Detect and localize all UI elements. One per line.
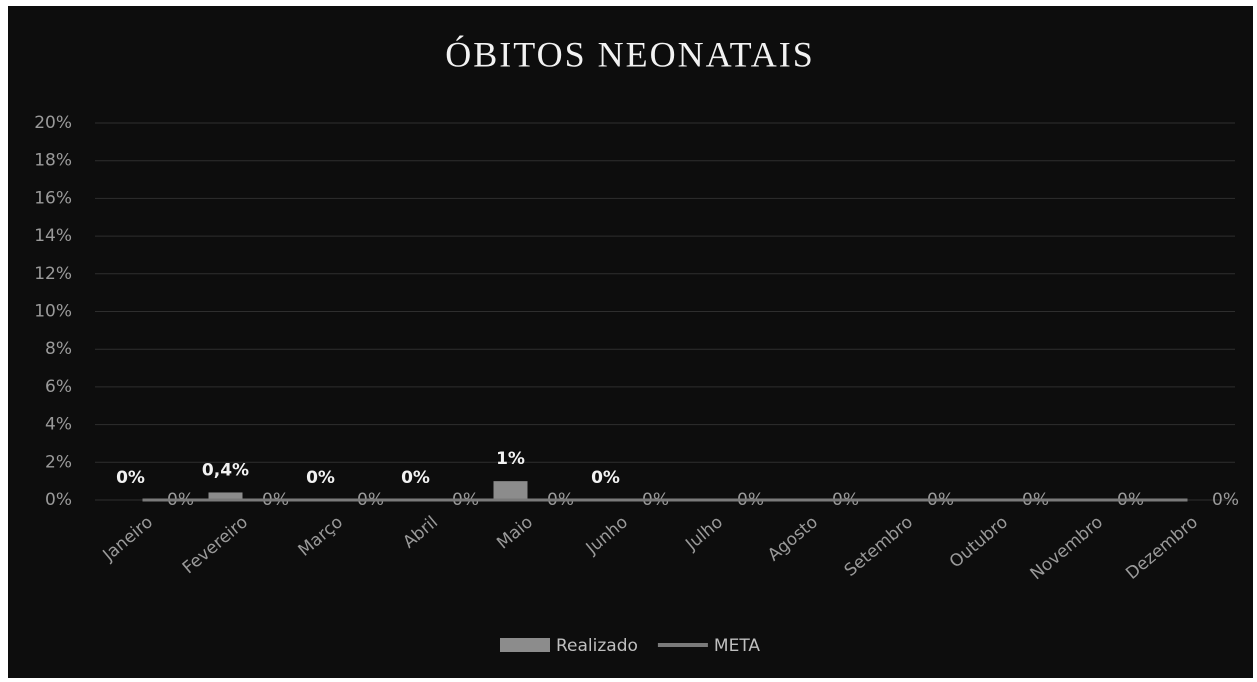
y-tick-label: 12% [34,264,72,284]
line-value-label: 0% [1212,490,1239,510]
y-tick-label: 18% [34,151,72,171]
bar-value-label: 0,4% [202,460,249,480]
legend-label: Realizado [556,636,638,656]
bar [208,492,243,500]
y-tick-label: 0% [45,490,72,510]
bar-value-label: 0% [591,468,620,488]
legend-swatch [500,638,550,652]
legend-label: META [714,636,760,656]
y-tick-label: 10% [34,302,72,322]
chart-background [8,6,1253,678]
bar [493,481,528,500]
y-tick-label: 8% [45,339,72,359]
bar-value-label: 1% [496,449,525,469]
y-tick-label: 2% [45,452,72,472]
bar-value-label: 0% [306,468,335,488]
chart-title: ÓBITOS NEONATAIS [445,34,814,74]
y-tick-label: 20% [34,113,72,133]
y-tick-label: 6% [45,377,72,397]
y-tick-label: 14% [34,226,72,246]
bar-value-label: 0% [116,468,145,488]
y-tick-label: 16% [34,188,72,208]
bar-value-label: 0% [401,468,430,488]
y-tick-label: 4% [45,415,72,435]
